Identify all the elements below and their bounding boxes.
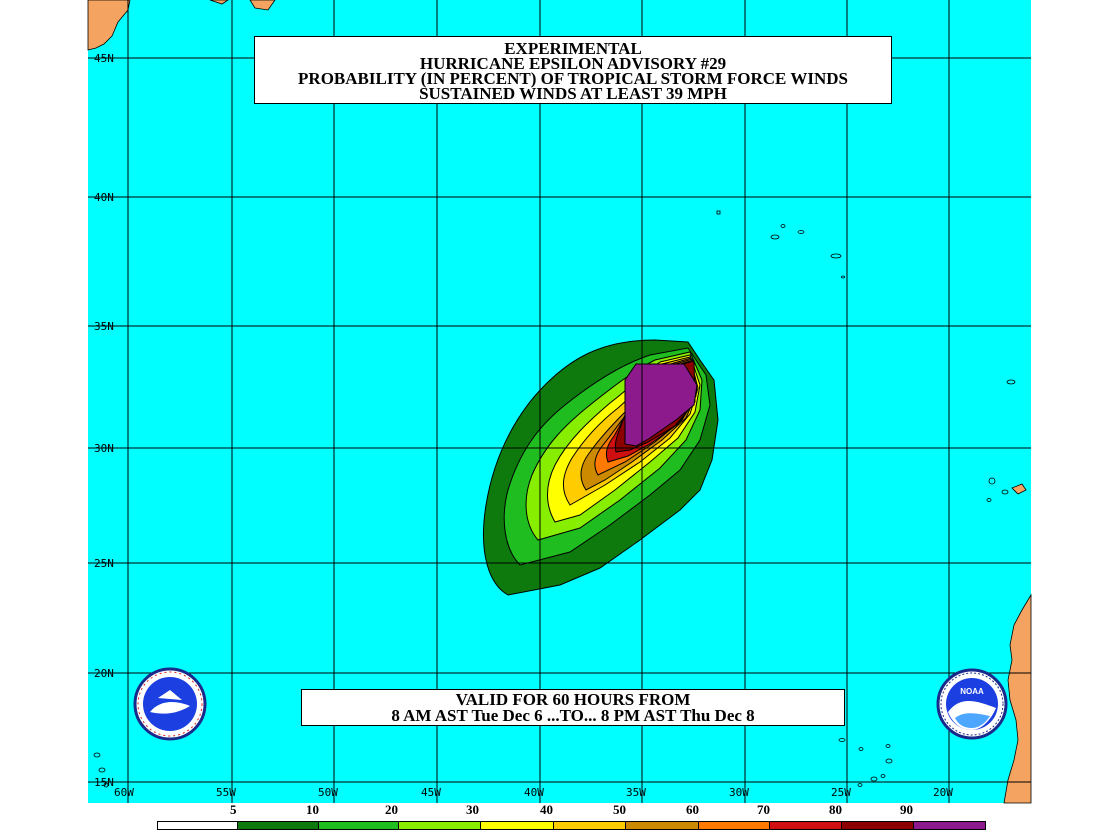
- lon-label: 40W: [524, 786, 544, 799]
- valid-line-1: VALID FOR 60 HOURS FROM: [455, 690, 691, 709]
- lon-label: 20W: [933, 786, 953, 799]
- land-africa: [1003, 593, 1032, 804]
- valid-line-2: 8 AM AST Tue Dec 6 ...TO... 8 PM AST Thu…: [391, 706, 755, 725]
- noaa-logo: [936, 668, 1008, 740]
- lon-label: 45W: [421, 786, 441, 799]
- legend-label: 30: [466, 802, 479, 817]
- graticule: [88, 0, 1031, 803]
- lat-label: 45N: [94, 52, 114, 65]
- land-canary: [1011, 483, 1027, 495]
- legend-swatch: [157, 821, 238, 830]
- contour-90: [624, 363, 698, 447]
- noaa-logo-text: NOAA: [960, 687, 984, 696]
- legend-label: 60: [686, 802, 699, 817]
- lat-label: 20N: [94, 667, 114, 680]
- legend-swatch: [625, 821, 699, 830]
- legend-label: 40: [540, 802, 553, 817]
- legend-swatch: [913, 821, 986, 830]
- legend-swatch: [237, 821, 319, 830]
- lon-label: 30W: [729, 786, 749, 799]
- legend-swatch: [553, 821, 626, 830]
- legend-swatch: [480, 821, 554, 830]
- lon-label: 50W: [318, 786, 338, 799]
- legend-swatch: [698, 821, 770, 830]
- title-line-4: SUSTAINED WINDS AT LEAST 39 MPH: [419, 84, 727, 103]
- legend-label: 70: [757, 802, 770, 817]
- legend-label: 20: [385, 802, 398, 817]
- lon-label: 60W: [114, 786, 134, 799]
- legend-label: 80: [829, 802, 842, 817]
- title-line-3: PROBABILITY (IN PERCENT) OF TROPICAL STO…: [298, 69, 848, 88]
- land-newfoundland: [87, 0, 276, 51]
- lat-label: 35N: [94, 320, 114, 333]
- lat-label: 25N: [94, 557, 114, 570]
- islands: [93, 210, 1016, 788]
- lat-label: 15N: [94, 776, 114, 789]
- lat-label: 30N: [94, 442, 114, 455]
- lon-label: 25W: [831, 786, 851, 799]
- legend-label: 10: [306, 802, 319, 817]
- title-line-1: EXPERIMENTAL: [504, 39, 642, 58]
- legend-label: 90: [900, 802, 913, 817]
- valid-period-box: VALID FOR 60 HOURS FROM 8 AM AST Tue Dec…: [301, 689, 845, 726]
- lon-label: 35W: [626, 786, 646, 799]
- legend-swatch: [398, 821, 481, 830]
- lat-label: 40N: [94, 191, 114, 204]
- legend-label: 5: [230, 802, 237, 817]
- lon-label: 55W: [216, 786, 236, 799]
- legend-swatch: [318, 821, 399, 830]
- legend-swatch: [769, 821, 842, 830]
- nws-logo: [133, 667, 207, 741]
- legend-label: 50: [613, 802, 626, 817]
- legend-swatch: [841, 821, 914, 830]
- title-box: EXPERIMENTAL HURRICANE EPSILON ADVISORY …: [254, 36, 892, 104]
- title-line-2: HURRICANE EPSILON ADVISORY #29: [419, 54, 727, 73]
- probability-contours: [483, 339, 719, 596]
